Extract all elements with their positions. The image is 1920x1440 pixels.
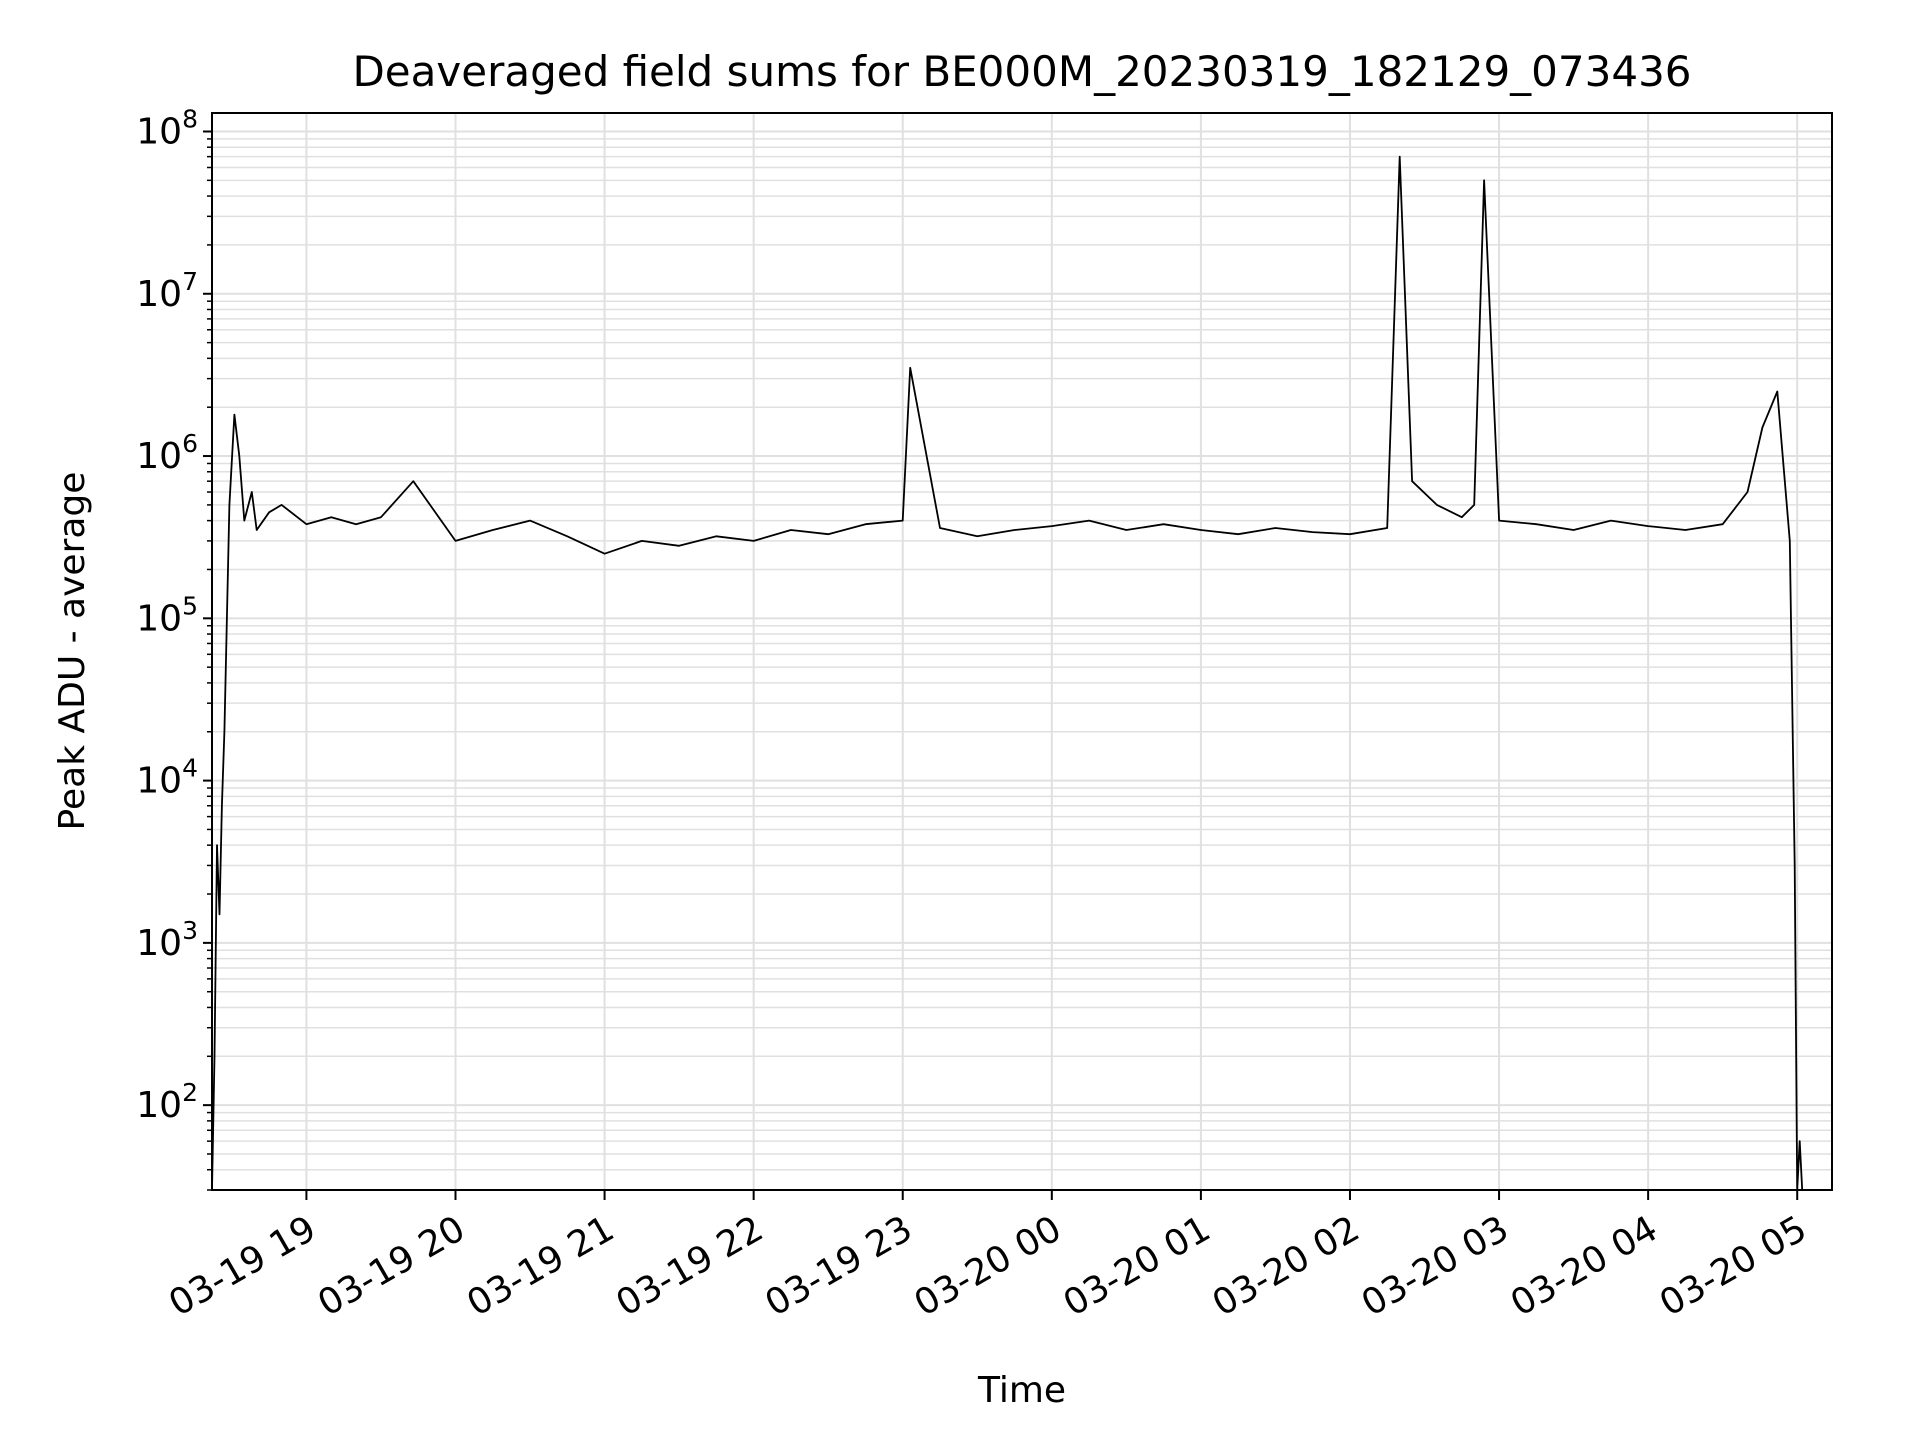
y-axis-label: Peak ADU - average	[52, 472, 93, 831]
y-axis: 102 103 104 105 106 107 108	[136, 104, 212, 1191]
y-tick-label: 108	[136, 104, 198, 152]
y-tick-label: 103	[136, 916, 198, 964]
x-axis-label: Time	[977, 1370, 1066, 1411]
y-tick-label: 102	[136, 1078, 198, 1126]
plot-area	[211, 155, 1804, 1191]
plot-frame	[211, 112, 1833, 1191]
y-tick-label: 105	[136, 591, 198, 639]
chart-title: Deaveraged field sums for BE000M_2023031…	[352, 47, 1691, 96]
y-tick-label: 104	[136, 754, 198, 802]
y-tick-label: 107	[136, 267, 198, 315]
grid	[212, 113, 1832, 1191]
series-line	[211, 155, 1804, 1191]
y-tick-label: 106	[136, 429, 198, 477]
